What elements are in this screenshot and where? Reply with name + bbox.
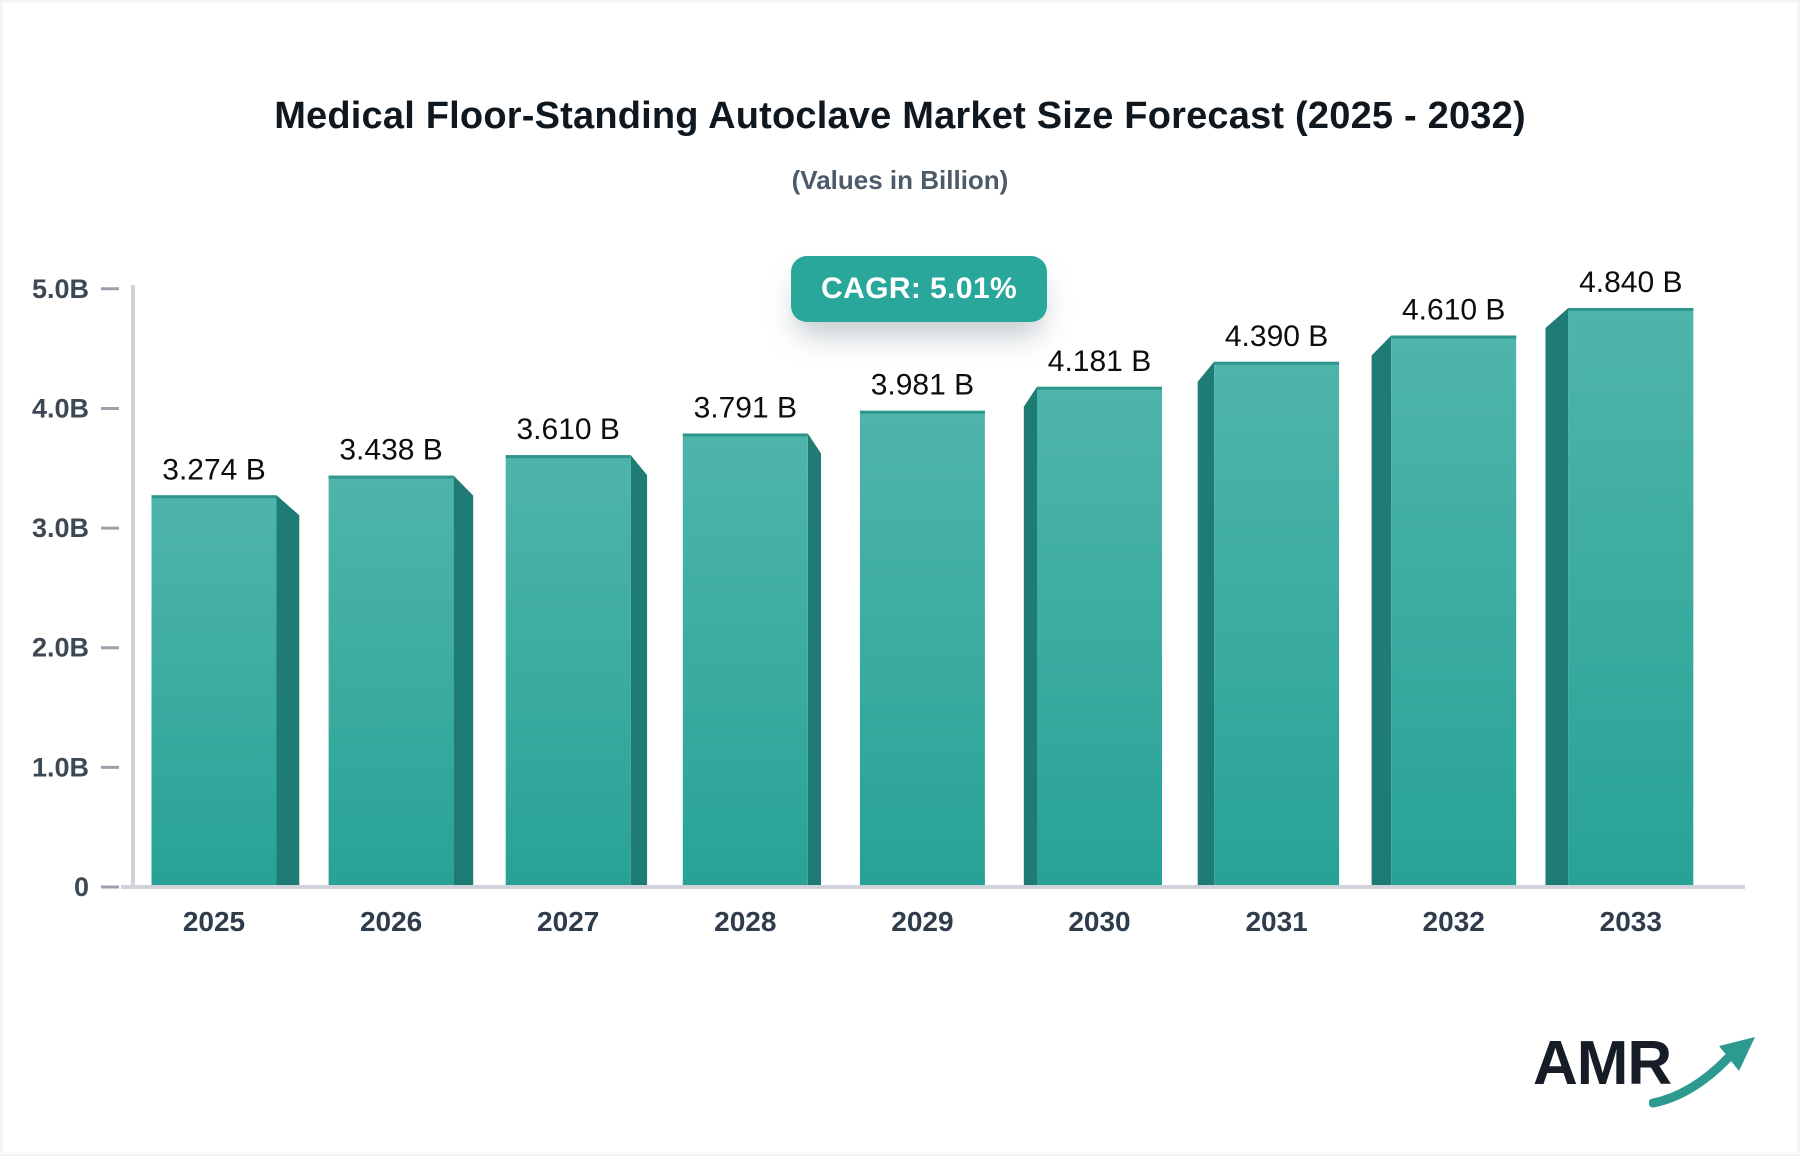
bar-front-face [1568,307,1694,888]
bar-front-face [505,455,631,887]
bar-2027: 3.610 B 2027 [505,413,648,937]
bar-side-face [453,475,474,887]
bar-side-face [276,495,300,887]
x-axis-label: 2027 [537,906,599,937]
bar-value-label: 4.181 B [1048,345,1151,378]
bar-2032: 4.610 B 2032 [1371,293,1517,937]
x-axis-line [121,885,1745,889]
bar-front-face [859,410,985,887]
x-axis-label: 2025 [183,906,245,937]
y-axis-tick-label: 4.0B [32,393,89,423]
cagr-badge: CAGR: 5.01% [791,256,1048,322]
y-axis-tick-label: 1.0B [32,752,89,782]
bar-front-face [682,433,808,887]
bar-side-face [1371,335,1392,887]
bar-2031: 4.390 B 2031 [1197,320,1340,937]
amr-logo-text: AMR [1533,1029,1672,1098]
y-axis-line [131,285,135,889]
bar-2033: 4.840 B 2033 [1545,266,1694,937]
x-axis-label: 2030 [1068,906,1130,937]
bar-value-label: 3.274 B [162,453,265,486]
bar-side-face [630,455,648,887]
bar-value-label: 3.791 B [694,391,797,424]
bar-front-face [328,475,454,887]
bar-value-label: 3.438 B [339,434,442,467]
bar-2025: 3.274 B 2025 [151,453,300,937]
bar-2029: 3.981 B 2029 [859,369,985,937]
bar-value-label: 4.840 B [1579,266,1682,299]
bar-2028: 3.791 B 2028 [682,391,821,937]
chart-subtitle: (Values in Billion) [791,165,1009,195]
bar-value-label: 3.610 B [516,413,619,446]
bar-front-face [151,495,277,887]
y-axis-tick-label: 0 [74,872,89,902]
bar-value-label: 4.390 B [1225,320,1328,353]
y-axis-tick-label: 3.0B [32,513,89,543]
x-axis-label: 2026 [360,906,422,937]
bar-side-face [1545,307,1569,888]
bar-side-face [807,433,821,887]
bar-value-label: 4.610 B [1402,293,1505,326]
bar-2030: 4.181 B 2030 [1023,345,1162,937]
growth-arrow-icon [1649,1037,1755,1108]
bar-side-face [1023,386,1037,887]
x-axis-label: 2031 [1245,906,1307,937]
x-axis-label: 2029 [891,906,953,937]
y-axis-tick-label: 2.0B [32,633,89,663]
bar-2026: 3.438 B 2026 [328,434,474,937]
bar-front-face [1391,335,1517,887]
x-axis-label: 2032 [1423,906,1485,937]
x-axis-label: 2033 [1600,906,1662,937]
bar-front-face [1214,361,1340,887]
bar-side-face [1197,361,1215,887]
x-axis-label: 2028 [714,906,776,937]
y-axis-tick-label: 5.0B [32,274,89,304]
chart-title: Medical Floor-Standing Autoclave Market … [274,95,1526,137]
bar-front-face [1037,386,1162,887]
amr-logo: AMR [1533,1033,1755,1123]
bar-value-label: 3.981 B [871,369,974,402]
